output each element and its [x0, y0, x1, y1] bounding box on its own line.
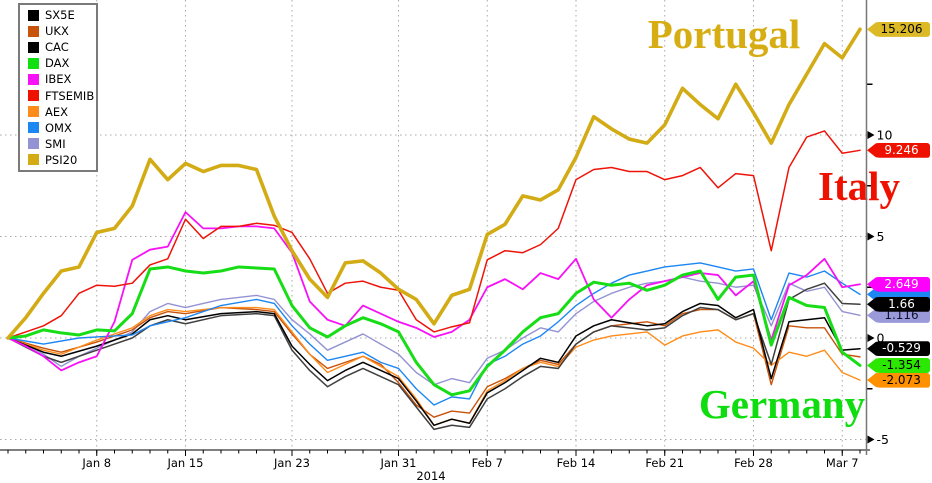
legend-swatch-icon	[28, 106, 39, 118]
series-line-psi20	[6, 27, 862, 340]
x-tick-label: Mar 7	[826, 456, 859, 470]
legend-item-label: PSI20	[45, 152, 78, 167]
legend-item-cac: CAC	[28, 39, 96, 55]
legend-swatch-icon	[28, 90, 39, 102]
legend-item-smi: SMI	[28, 136, 96, 152]
y-tick-arrow-icon	[867, 131, 875, 139]
x-tick-label: Jan 15	[166, 456, 203, 470]
legend-item-label: UKX	[45, 24, 69, 39]
x-tick-label: Feb 21	[645, 456, 684, 470]
series-line-smi	[7, 276, 861, 386]
legend-swatch-icon	[28, 154, 39, 166]
series-line-dax	[6, 265, 862, 397]
y-tick-label: 0	[877, 331, 885, 346]
legend-item-ftsemib: FTSEMIB	[28, 87, 96, 103]
x-tick-label: Feb 28	[734, 456, 773, 470]
legend-item-label: IBEX	[45, 72, 72, 87]
x-tick-label: Jan 8	[81, 456, 111, 470]
series-line-sx5e	[7, 302, 861, 427]
legend-swatch-icon	[28, 57, 39, 69]
x-tick-label: Feb 7	[472, 456, 503, 470]
legend-swatch-icon	[28, 25, 39, 37]
y-tick-arrow-icon	[867, 334, 875, 342]
legend-swatch-icon	[28, 122, 39, 134]
legend-item-label: FTSEMIB	[45, 88, 95, 103]
annotation-germany: Germany	[698, 381, 866, 427]
y-tick-arrow-icon	[867, 232, 875, 241]
y-tick-label: 5	[877, 229, 885, 244]
legend-item-sx5e: SX5E	[28, 7, 96, 23]
series-line-ftsemib	[7, 130, 861, 339]
legend-box: SX5E UKX CAC DAX IBEX FTSEMIB AEX OMX SMI PSI20	[18, 3, 98, 172]
x-tick-label: Feb 14	[557, 456, 596, 470]
legend-swatch-icon	[28, 9, 39, 21]
x-tick-label: Jan 31	[379, 456, 416, 470]
legend-item-label: OMX	[45, 120, 72, 135]
legend-item-dax: DAX	[28, 55, 96, 71]
legend-item-aex: AEX	[28, 104, 96, 120]
x-axis-year-label: 2014	[416, 469, 446, 483]
legend-item-label: SX5E	[45, 8, 75, 23]
legend-item-psi20: PSI20	[28, 152, 96, 168]
legend-item-omx: OMX	[28, 120, 96, 136]
legend-swatch-icon	[28, 73, 39, 85]
series-line-ibex	[7, 211, 861, 372]
legend-swatch-icon	[28, 41, 39, 53]
y-tick-arrow-icon	[867, 435, 875, 444]
legend-item-label: AEX	[45, 104, 69, 119]
annotation-portugal: Portugal	[647, 11, 801, 57]
legend-item-label: DAX	[45, 56, 70, 71]
legend-item-ukx: UKX	[28, 23, 96, 39]
legend-item-label: CAC	[45, 40, 69, 55]
x-tick-label: Jan 23	[273, 456, 310, 470]
annotation-italy: Italy	[818, 163, 900, 209]
series-line-cac	[7, 282, 861, 431]
y-tick-label: -5	[877, 432, 889, 447]
legend-item-label: SMI	[45, 136, 66, 151]
legend-item-ibex: IBEX	[28, 71, 96, 87]
y-tick-label: 10	[877, 128, 893, 143]
legend-swatch-icon	[28, 138, 39, 150]
